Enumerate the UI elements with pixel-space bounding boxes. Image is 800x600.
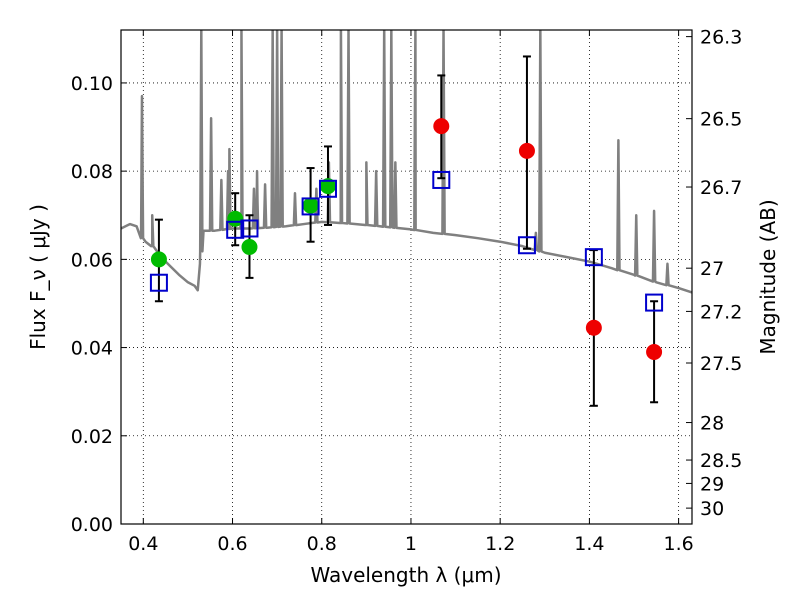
data-point-circle: [227, 210, 244, 227]
y-tick-label: 0.10: [71, 73, 113, 95]
ticks-layer: 0.4 0.6 0.8 1 1.2 1.4 1.6 0.00 0.02 0.04 0.06 0.08 0…: [71, 27, 743, 555]
right-tick-label: 28.5: [700, 450, 742, 472]
data-point-circle: [433, 118, 450, 135]
y-tick-label: 0.02: [71, 426, 113, 448]
right-tick-label: 26.5: [700, 109, 742, 131]
data-point-square: [301, 197, 320, 216]
data-point-circle: [302, 197, 319, 214]
x-tick-label: 1.2: [485, 533, 515, 555]
right-tick-label: 27: [700, 258, 724, 280]
data-point-square: [517, 236, 536, 255]
data-point-circle: [241, 239, 258, 256]
data-point-square: [226, 220, 245, 239]
data-point-square: [584, 248, 603, 267]
data-point-circle: [585, 319, 602, 336]
y-tick-label: 0.04: [71, 338, 113, 360]
right-tick-label: 27.5: [700, 353, 742, 375]
x-axis-label: Wavelength λ (μm): [310, 563, 501, 587]
x-tick-label: 1.6: [664, 533, 694, 555]
data-point-circle: [646, 343, 663, 360]
right-tick-label: 29: [700, 473, 724, 495]
data-point-square: [318, 179, 337, 198]
data-point-circle: [518, 142, 535, 159]
data-point-square: [645, 293, 664, 312]
right-tick-label: 30: [700, 498, 724, 520]
y-tick-label: 0.06: [71, 249, 113, 271]
y-axis-label: Flux F_ν ( μJy ): [26, 204, 50, 350]
x-tick-label: 1: [405, 533, 417, 555]
spectrum-layer: [121, 30, 692, 294]
markers-layer: [149, 55, 664, 407]
y-tick-label: 0.00: [71, 514, 113, 536]
data-point-square: [149, 273, 168, 292]
right-tick-label: 26.3: [700, 27, 742, 49]
x-tick-label: 0.4: [128, 533, 158, 555]
spectrum-line: [121, 30, 692, 294]
data-point-square: [432, 170, 451, 189]
right-tick-label: 26.7: [700, 177, 742, 199]
plot-frame: [120, 29, 693, 525]
x-tick-label: 1.4: [574, 533, 604, 555]
data-point-square: [240, 219, 259, 238]
right-tick-label: 28: [700, 413, 724, 435]
data-point-circle: [150, 251, 167, 268]
y-tick-label: 0.08: [71, 161, 113, 183]
grid: [121, 30, 692, 525]
x-tick-label: 0.6: [217, 533, 247, 555]
x-tick-label: 0.8: [307, 533, 337, 555]
right-tick-label: 27.2: [700, 301, 742, 323]
y-right-axis-label: Magnitude (AB): [756, 199, 780, 354]
